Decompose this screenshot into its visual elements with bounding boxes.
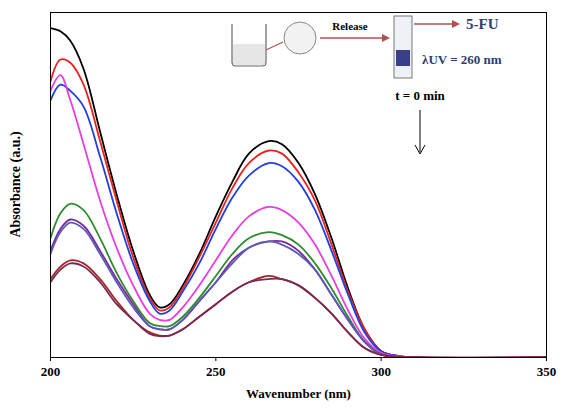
svg-text:5-FU: 5-FU (466, 16, 499, 32)
svg-text:300: 300 (371, 364, 391, 379)
svg-text:350: 350 (537, 364, 557, 379)
svg-text:t = 0 min: t = 0 min (395, 88, 445, 103)
svg-text:200: 200 (41, 364, 61, 379)
svg-text:Wavenumber (nm): Wavenumber (nm) (246, 386, 351, 401)
svg-text:Absorbance (a.u.): Absorbance (a.u.) (8, 131, 24, 238)
svg-text:250: 250 (206, 364, 226, 379)
svg-text:λUV = 260 nm: λUV = 260 nm (422, 52, 502, 67)
svg-text:Release: Release (332, 20, 368, 32)
